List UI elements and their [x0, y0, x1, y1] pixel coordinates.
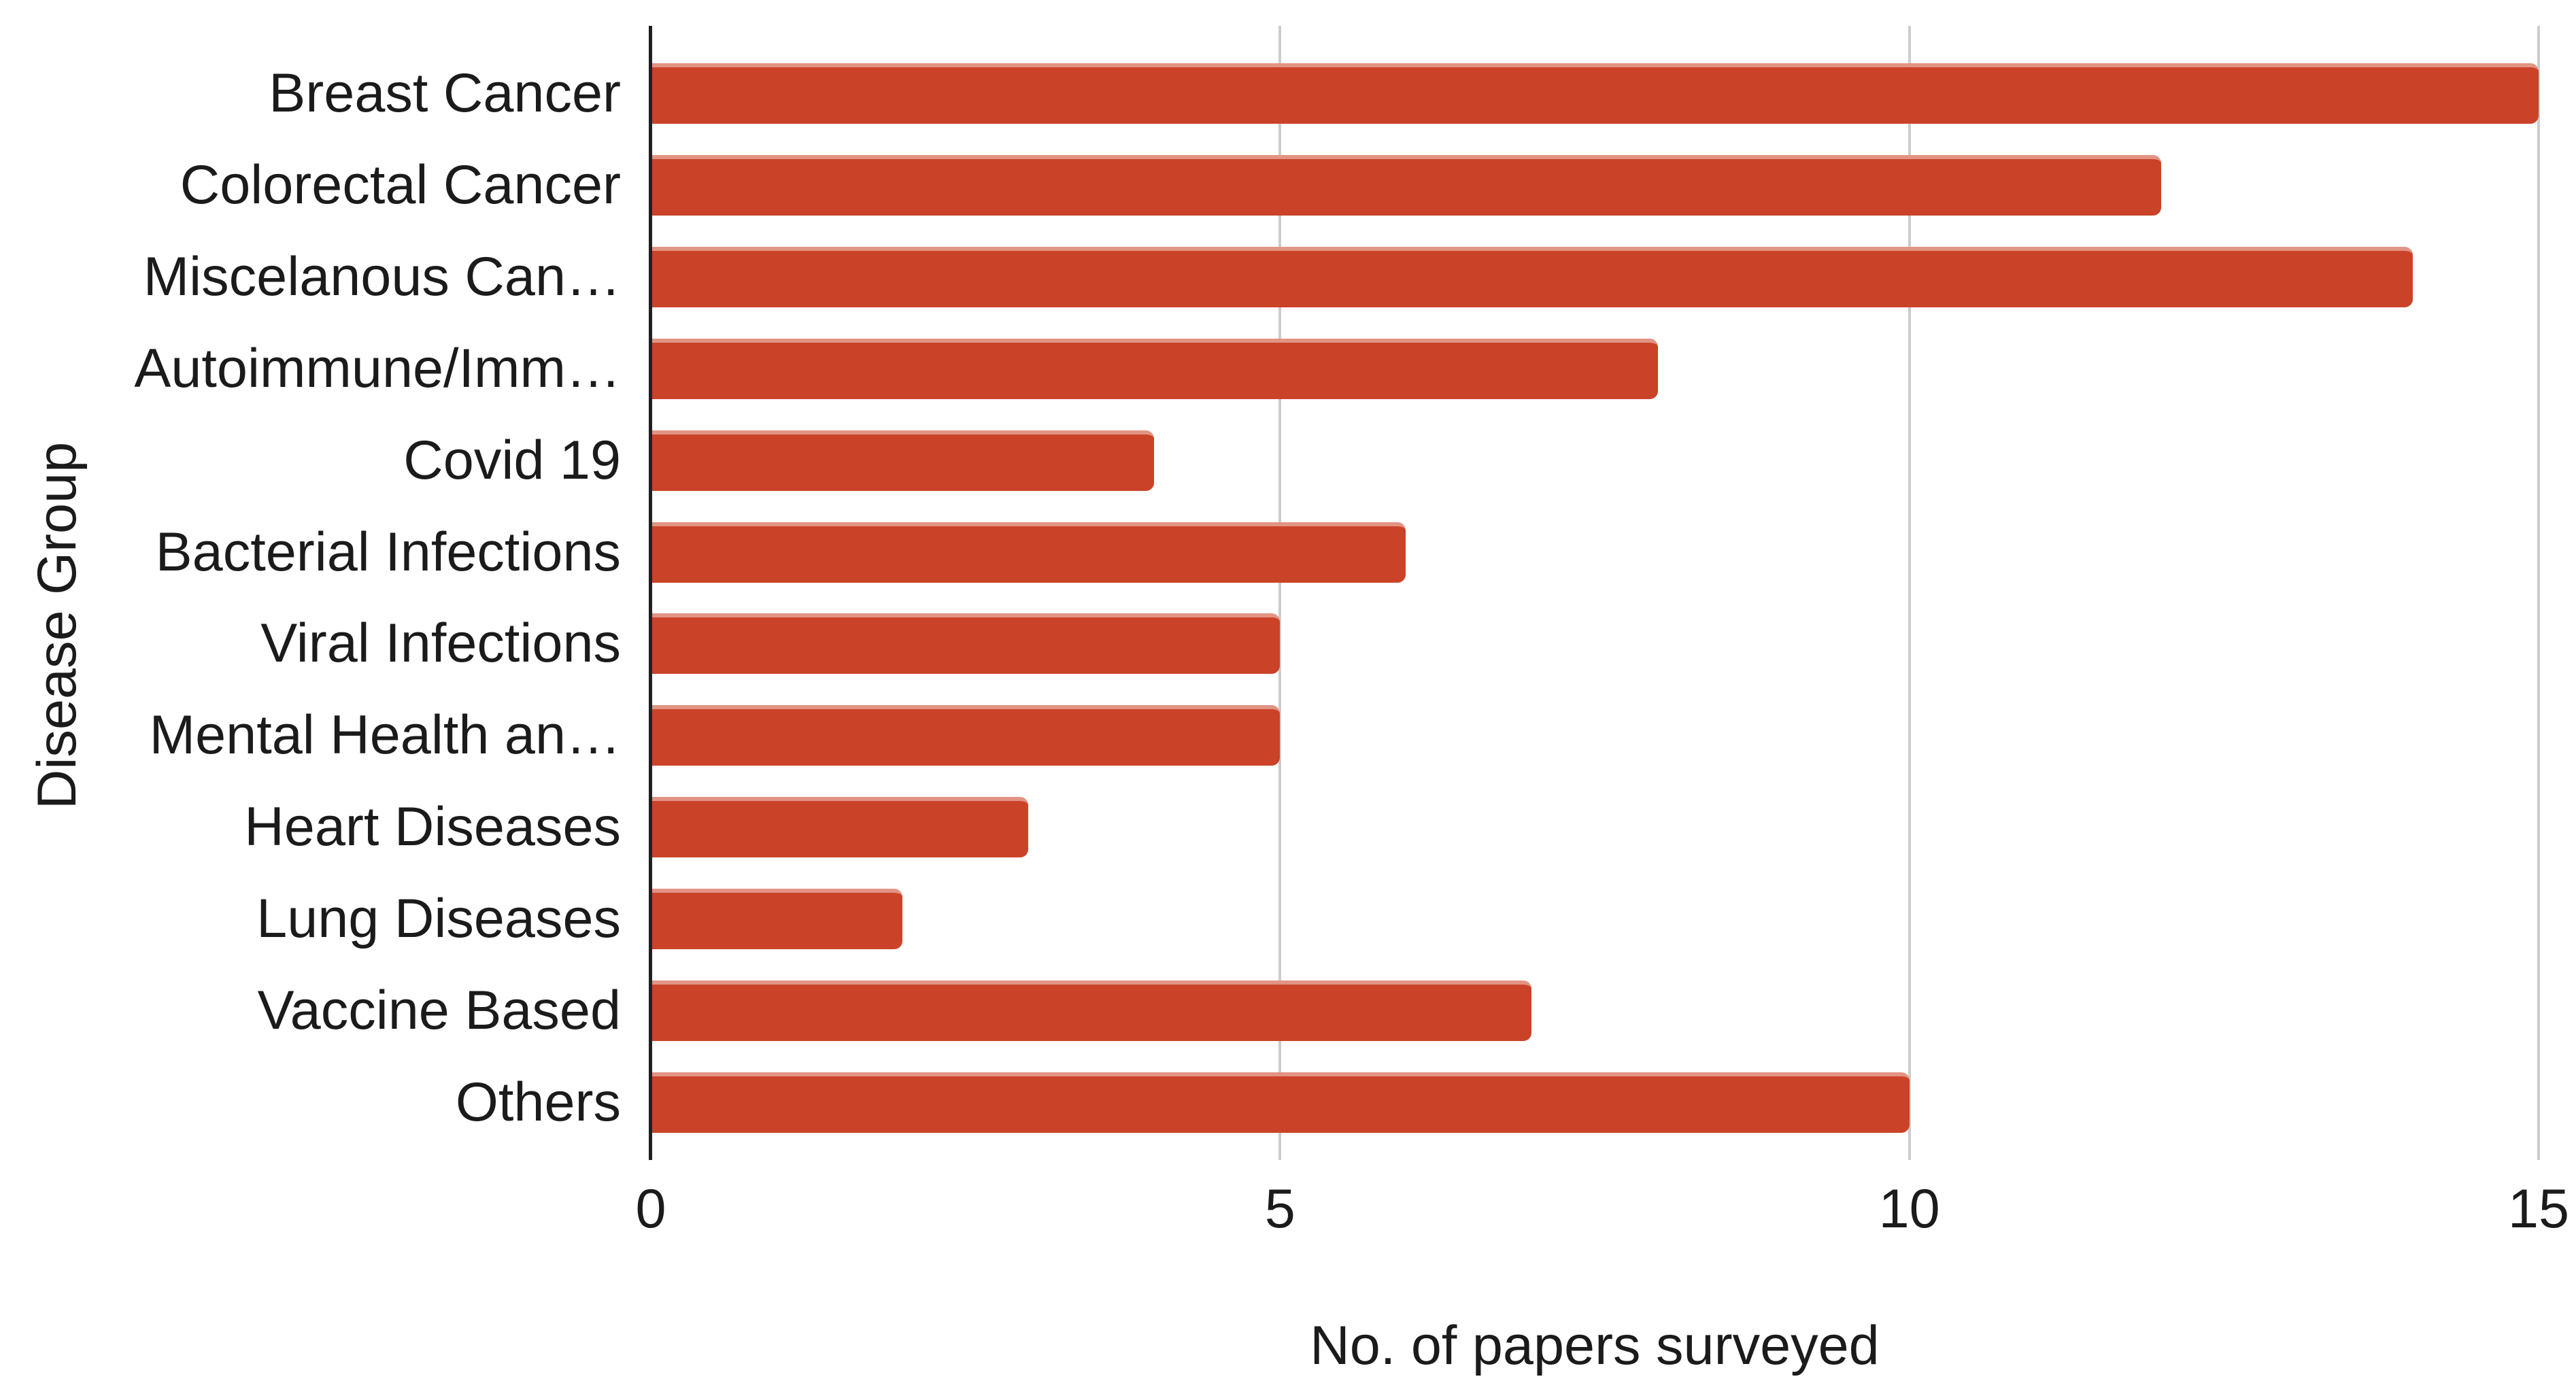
category-label-8: Mental Health an…	[149, 704, 621, 766]
x-tick-label-15: 15	[2507, 1178, 2570, 1240]
bar-1	[651, 63, 2539, 124]
category-label-3: Miscelanous Can…	[143, 245, 621, 307]
category-label-7: Viral Infections	[260, 613, 621, 675]
bar-12	[651, 1072, 1910, 1133]
bar-2	[651, 154, 2161, 216]
category-label-10: Lung Diseases	[256, 888, 621, 950]
category-label-5: Covid 19	[403, 429, 621, 491]
bar-3	[651, 246, 2413, 307]
category-label-9: Heart Diseases	[244, 796, 621, 858]
bar-9	[651, 797, 1029, 858]
category-label-1: Breast Cancer	[269, 63, 621, 124]
category-label-2: Colorectal Cancer	[180, 154, 621, 216]
bar-5	[651, 430, 1155, 491]
category-label-4: Autoimmune/Imm…	[134, 337, 621, 399]
category-labels: Breast Cancer Colorectal Cancer Miscelanou…	[0, 26, 621, 1160]
x-tick-label-10: 10	[1878, 1178, 1940, 1240]
bar-7	[651, 613, 1281, 675]
category-label-6: Bacterial Infections	[155, 521, 621, 583]
category-label-12: Others	[455, 1071, 621, 1133]
x-tick-label-5: 5	[1264, 1178, 1295, 1240]
gridline-x-5	[1278, 26, 1282, 1160]
gridline-x-10	[1908, 26, 1911, 1160]
bar-10	[651, 889, 903, 950]
plot-area	[649, 26, 2540, 1160]
gridline-x-15	[2537, 26, 2540, 1160]
x-axis-title: No. of papers surveyed	[1310, 1315, 1880, 1376]
bar-11	[651, 981, 1532, 1041]
category-label-11: Vaccine Based	[257, 980, 621, 1041]
x-tick-label-0: 0	[635, 1178, 666, 1240]
y-axis-line	[649, 26, 652, 1160]
bar-8	[651, 705, 1281, 766]
bar-6	[651, 522, 1406, 583]
bar-4	[651, 338, 1658, 399]
